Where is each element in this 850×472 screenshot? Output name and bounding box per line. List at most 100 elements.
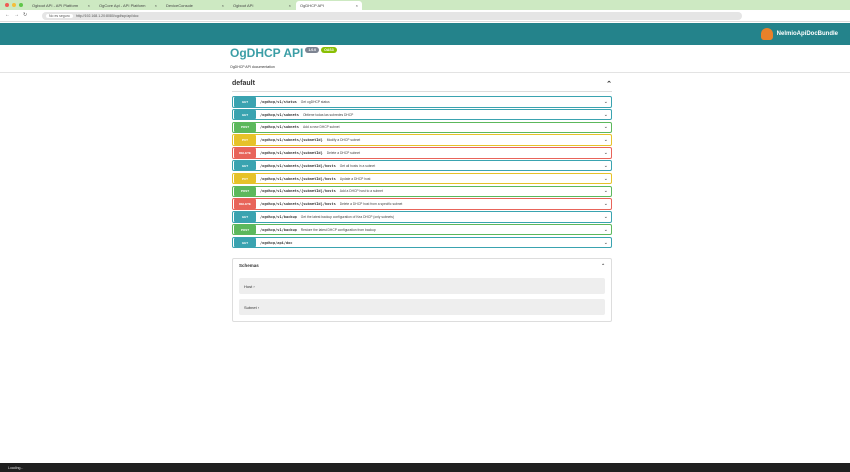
operation-path: /ogdhcp/api/doc bbox=[260, 240, 293, 245]
tab-bar: Ogboot API - API Platform × OgCore Api - A… bbox=[0, 0, 850, 10]
chevron-down-icon[interactable]: ⌄ bbox=[603, 239, 608, 246]
chevron-up-icon[interactable]: ⌃ bbox=[601, 263, 605, 268]
method-badge: GET bbox=[234, 160, 256, 171]
chevron-down-icon[interactable]: ⌄ bbox=[603, 175, 608, 182]
chevron-down-icon[interactable]: ⌄ bbox=[603, 201, 608, 208]
operation-summary: Delete a DHCP subnet bbox=[326, 150, 361, 155]
tab-title: DeviceConsole bbox=[166, 3, 193, 8]
browser-tab[interactable]: OgDHCP API × bbox=[296, 1, 362, 10]
method-badge: DELETE bbox=[234, 199, 256, 209]
brand-name: NelmioApiDocBundle bbox=[776, 31, 838, 37]
api-description: OgDHCP API documentation bbox=[230, 65, 275, 69]
schema-model-host[interactable]: Host › bbox=[239, 278, 605, 294]
method-badge: PUT bbox=[234, 135, 256, 145]
operation-put[interactable]: PUT/ogdhcp/v1/subnets/{subnetId}/hosts Up… bbox=[232, 172, 612, 185]
schema-model-subnet[interactable]: Subnet › bbox=[239, 299, 605, 315]
operation-post[interactable]: POST/ogdhcp/v1/backup Restore the latest … bbox=[232, 223, 612, 236]
method-badge: POST bbox=[234, 186, 256, 197]
chevron-right-icon: › bbox=[253, 284, 255, 289]
chevron-down-icon[interactable]: ⌄ bbox=[603, 98, 608, 105]
chevron-down-icon[interactable]: ⌄ bbox=[603, 149, 608, 156]
operation-summary: Restore the latest DHCP configuration fr… bbox=[300, 227, 376, 232]
chevron-down-icon[interactable]: ⌄ bbox=[603, 162, 608, 169]
chevron-down-icon[interactable]: ⌄ bbox=[603, 226, 608, 233]
swagger-header: NelmioApiDocBundle bbox=[0, 23, 850, 45]
operation-get[interactable]: GET/ogdhcp/v1/backup Get the latest backu… bbox=[232, 211, 612, 223]
forward-icon[interactable]: → bbox=[14, 12, 19, 18]
browser-tab[interactable]: Ogboot API × bbox=[229, 1, 295, 10]
reload-icon[interactable]: ↻ bbox=[23, 12, 28, 18]
api-info: OgDHCP API 1.0.0 OAS3 OgDHCP API documen… bbox=[230, 45, 337, 69]
url-text: http://192.168.1.20:8080/ogdhcp/api/doc bbox=[75, 14, 139, 18]
chevron-up-icon[interactable]: ⌃ bbox=[606, 81, 612, 88]
method-badge: POST bbox=[234, 224, 256, 235]
window-controls[interactable] bbox=[5, 3, 23, 7]
model-name: Subnet bbox=[244, 305, 257, 310]
browser-tab[interactable]: OgCore Api - API Platform × bbox=[95, 1, 161, 10]
url-input[interactable]: No es seguro http://192.168.1.20:8080/ogd… bbox=[42, 12, 742, 20]
operation-delete[interactable]: DELETE/ogdhcp/v1/subnets/{subnetId} Delet… bbox=[232, 147, 612, 159]
operation-summary: Obtiene todas las subredes DHCP bbox=[302, 112, 354, 117]
operation-put[interactable]: PUT/ogdhcp/v1/subnets/{subnetId} Modify a… bbox=[232, 134, 612, 146]
chevron-down-icon[interactable]: ⌄ bbox=[603, 124, 608, 131]
operation-summary: Add a new DHCP subnet bbox=[302, 125, 340, 130]
nelmio-logo-icon bbox=[760, 28, 773, 40]
operation-path: /ogdhcp/v1/subnets/{subnetId}/hosts bbox=[260, 202, 336, 207]
operation-summary: Get the latest backup configuration of K… bbox=[300, 214, 395, 219]
tab-title: OgCore Api - API Platform bbox=[99, 3, 146, 8]
method-badge: POST bbox=[234, 122, 256, 133]
operation-get[interactable]: GET/ogdhcp/api/doc ⌄ bbox=[232, 236, 612, 249]
oas-badge: OAS3 bbox=[321, 47, 337, 53]
schemas-title: Schemas bbox=[239, 263, 259, 268]
schemas-header[interactable]: Schemas ⌃ bbox=[233, 259, 611, 273]
schemas-section: Schemas ⌃ Host › Subnet › bbox=[232, 258, 612, 322]
operation-path: /ogdhcp/v1/backup bbox=[260, 227, 297, 232]
close-icon[interactable]: × bbox=[87, 3, 90, 8]
api-title: OgDHCP API bbox=[230, 46, 304, 60]
address-bar-row: ← → ↻ No es seguro http://192.168.1.20:80… bbox=[0, 10, 850, 22]
operation-path: /ogdhcp/v1/backup bbox=[260, 214, 297, 219]
browser-tab[interactable]: Ogboot API - API Platform × bbox=[28, 1, 94, 10]
tab-title: Ogboot API - API Platform bbox=[32, 3, 79, 8]
method-badge: PUT bbox=[234, 173, 256, 184]
operation-path: /ogdhcp/v1/status bbox=[260, 99, 297, 104]
chevron-down-icon[interactable]: ⌄ bbox=[603, 213, 608, 220]
method-badge: GET bbox=[234, 212, 256, 222]
operation-get[interactable]: GET/ogdhcp/v1/subnets Obtiene todas las s… bbox=[232, 108, 612, 121]
operation-summary: Modify a DHCP subnet bbox=[326, 138, 361, 143]
divider bbox=[0, 72, 850, 73]
section-title: default bbox=[232, 80, 255, 87]
operation-delete[interactable]: DELETE/ogdhcp/v1/subnets/{subnetId}/host… bbox=[232, 198, 612, 210]
chevron-down-icon[interactable]: ⌄ bbox=[603, 137, 608, 144]
operation-path: /ogdhcp/v1/subnets/{subnetId} bbox=[260, 138, 323, 143]
security-indicator[interactable]: No es seguro bbox=[46, 14, 73, 18]
browser-tab[interactable]: DeviceConsole × bbox=[162, 1, 228, 10]
operation-summary: Add a DHCP host to a subnet bbox=[339, 189, 383, 194]
chevron-right-icon: › bbox=[257, 305, 260, 310]
operation-summary: Update a DHCP host bbox=[339, 176, 371, 181]
section-header[interactable]: default ⌃ bbox=[232, 80, 612, 92]
method-badge: GET bbox=[234, 109, 256, 120]
operation-path: /ogdhcp/v1/subnets/{subnetId}/hosts bbox=[260, 176, 336, 181]
operation-get[interactable]: GET/ogdhcp/v1/status Get ogDHCP status ⌄ bbox=[232, 96, 612, 108]
close-icon[interactable]: × bbox=[154, 3, 157, 8]
chevron-down-icon[interactable]: ⌄ bbox=[603, 111, 608, 118]
operation-path: /ogdhcp/v1/subnets/{subnetId}/hosts bbox=[260, 163, 336, 168]
operation-path: /ogdhcp/v1/subnets bbox=[260, 125, 299, 130]
method-badge: GET bbox=[234, 237, 256, 248]
operation-path: /ogdhcp/v1/subnets bbox=[260, 112, 299, 117]
close-icon[interactable]: × bbox=[221, 3, 224, 8]
operation-post[interactable]: POST/ogdhcp/v1/subnets/{subnetId}/hosts A… bbox=[232, 185, 612, 198]
chevron-down-icon[interactable]: ⌄ bbox=[603, 188, 608, 195]
method-badge: DELETE bbox=[234, 148, 256, 158]
operation-path: /ogdhcp/v1/subnets/{subnetId}/hosts bbox=[260, 189, 336, 194]
close-icon[interactable]: × bbox=[288, 3, 291, 8]
close-icon[interactable]: × bbox=[355, 3, 358, 8]
operation-get[interactable]: GET/ogdhcp/v1/subnets/{subnetId}/hosts Ge… bbox=[232, 159, 612, 172]
operation-post[interactable]: POST/ogdhcp/v1/subnets Add a new DHCP sub… bbox=[232, 121, 612, 134]
model-name: Host bbox=[244, 284, 253, 289]
back-icon[interactable]: ← bbox=[5, 12, 10, 18]
tab-title: OgDHCP API bbox=[300, 3, 324, 8]
operation-summary: Get all hosts in a subnet bbox=[339, 163, 376, 168]
status-bar: Loading... bbox=[0, 463, 850, 472]
